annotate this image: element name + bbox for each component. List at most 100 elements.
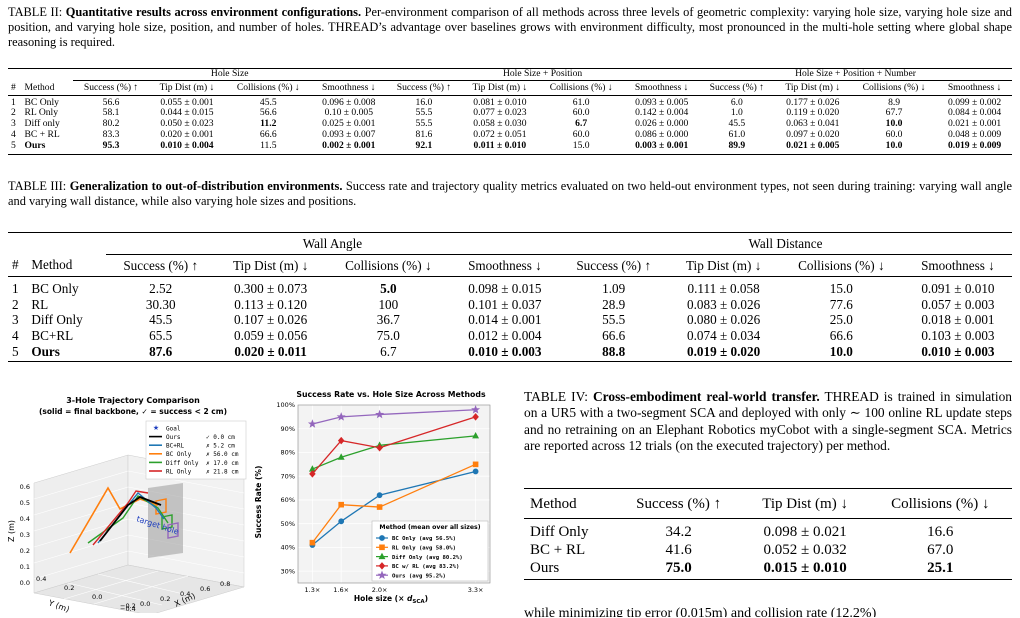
chart-y-tick: 40% — [281, 544, 295, 552]
table3-title: Generalization to out-of-distribution en… — [69, 179, 343, 193]
table2-cell: 8.9 — [888, 96, 901, 108]
table3-body: 1 BC Only 2.52 0.300 ± 0.073 5.0 0.098 ± 0.01… — [8, 277, 1012, 362]
table4-label: TABLE IV: — [524, 389, 588, 404]
table2-cell: 56.6 — [102, 96, 120, 108]
table2-col-header: Tip Dist (m) ↓ — [159, 81, 215, 93]
table3-cell: 0.091 ± 0.010 — [921, 281, 995, 297]
legend-label: RL Only — [166, 468, 192, 475]
table3-col-header: Collisions (%) ↓ — [798, 257, 885, 273]
legend-label: Ours — [166, 434, 181, 441]
table3-cell: 1 — [12, 281, 19, 297]
table2-cell: 0.019 ± 0.009 — [948, 139, 1002, 151]
legend-label: Goal — [166, 425, 181, 432]
table4-title: Cross-embodiment real-world transfer. — [593, 389, 820, 404]
x-tick: 0.4 — [180, 590, 190, 598]
table3-caption-body: Success rate and trajectory quality metr… — [8, 179, 1012, 209]
table3-label: TABLE III: — [8, 179, 67, 193]
table2-col-header: Success (%) ↑ — [396, 81, 452, 93]
chart-point — [472, 413, 479, 421]
table2-cell: 5 — [11, 139, 16, 151]
table2-cell: 0.084 ± 0.004 — [948, 107, 1002, 119]
table3-cell: 66.6 — [829, 327, 853, 343]
table3-cell: 0.012 ± 0.004 — [468, 327, 542, 343]
table2-cell: 55.5 — [415, 107, 433, 119]
table3-cell: 36.7 — [376, 312, 400, 328]
table2-cell: 0.026 ± 0.000 — [635, 118, 689, 130]
chart-point — [338, 518, 345, 525]
chart-point — [378, 562, 386, 570]
table2-group-hole-size: Hole Size — [73, 68, 387, 81]
table4-cell: 75.0 — [665, 560, 692, 576]
table3-cell: 0.083 ± 0.026 — [687, 296, 761, 312]
table2-cell: 15.0 — [572, 139, 590, 151]
table4-cell: 67.0 — [927, 542, 954, 558]
table3-group-wall-distance: Wall Distance — [558, 232, 1012, 255]
table2-cell: 10.0 — [885, 139, 903, 151]
table2: Hole Size Hole Size + Position Hole Size… — [8, 68, 1012, 155]
table4-cell: 34.2 — [665, 524, 692, 540]
table2-cell: BC + RL — [24, 128, 60, 140]
table2-cell: 66.6 — [259, 128, 277, 140]
table3-cell: 0.059 ± 0.056 — [234, 327, 308, 343]
traj-ours — [99, 495, 162, 542]
table2-row: 1 BC Only 56.6 0.055 ± 0.001 45.5 0.096 ± 0.0… — [8, 95, 1012, 108]
table2-cell: 3 — [11, 118, 16, 130]
table2-cell: 60.0 — [572, 107, 590, 119]
table2-cell: 0.044 ± 0.015 — [160, 107, 214, 119]
chart-x-tick: 2.0× — [372, 586, 388, 594]
table3-cell: 0.098 ± 0.015 — [468, 281, 542, 297]
z-tick: 0.4 — [20, 515, 30, 523]
table2-cell: 95.3 — [102, 139, 120, 151]
table2-cell: 0.119 ± 0.020 — [786, 107, 840, 119]
table3-cell: 3 — [12, 312, 19, 328]
table3-row: 3 Diff Only 45.5 0.107 ± 0.026 36.7 0.014 ± 0… — [8, 312, 1012, 328]
table3-cell: 5.0 — [380, 281, 397, 297]
table2-row: 3 Diff only 80.2 0.050 ± 0.023 11.2 0.025 ± 0… — [8, 118, 1012, 130]
table3-cell: 0.010 ± 0.003 — [468, 343, 542, 359]
table3-cell: RL — [31, 296, 49, 312]
chart-legend-entry: RL Only (avg 58.0%) — [392, 546, 456, 552]
table2-cell: 45.5 — [259, 96, 277, 108]
chart-plot-area: 30% 40% 50% 60% 70% 80% 90% 100% 1.3× 1.6× 2.0× 3.3… — [276, 401, 491, 594]
y-axis-label: Y (m) — [46, 598, 70, 613]
fig3d-legend: ★ Goal Ours ✓ 0.0 cm BC+RL ✗ 5.2 cm BC Only ✗ 5… — [145, 420, 247, 480]
table4-cell: Diff Only — [530, 524, 589, 540]
table2-header-row: # Method Success (%) ↑ Tip Dist (m) ↓ Collis… — [8, 80, 1012, 96]
table2-cell: 61.0 — [728, 128, 746, 140]
table3-cell: 6.7 — [380, 343, 397, 359]
table3-cell: Diff Only — [31, 312, 83, 328]
table3-cell: 55.5 — [602, 312, 626, 328]
chart-point — [337, 436, 345, 445]
table2-cell: 45.5 — [728, 118, 746, 130]
chart-legend-entry: Ours (avg 95.2%) — [392, 573, 446, 579]
table2-body: 1 BC Only 56.6 0.055 ± 0.001 45.5 0.096 ± 0.0… — [8, 95, 1012, 155]
chart-point — [471, 405, 481, 414]
table2-cell: 60.0 — [572, 128, 590, 140]
table2-cell: 0.177 ± 0.026 — [786, 96, 840, 108]
table2-cell: 0.072 ± 0.051 — [473, 128, 527, 140]
fig3d-legend-box — [145, 420, 247, 480]
table2-cell: 67.7 — [885, 107, 903, 119]
table2-col-header: Smoothness ↓ — [322, 81, 376, 93]
table4-cell: 25.1 — [927, 560, 954, 576]
table3-col-header: Smoothness ↓ — [468, 257, 542, 273]
table2-cell: 4 — [11, 128, 16, 140]
table2-cell: 0.099 ± 0.002 — [948, 96, 1002, 108]
table3-cell: 0.074 ± 0.034 — [687, 327, 761, 343]
table2-cell: BC Only — [24, 96, 59, 108]
z-tick: 0.5 — [20, 499, 30, 507]
chart-legend-title: Method (mean over all sizes) — [379, 524, 480, 531]
table2-row: 4 BC + RL 83.3 0.020 ± 0.001 66.6 0.093 ± 0.0… — [8, 128, 1012, 141]
table4-cell: 0.052 ± 0.032 — [763, 542, 847, 558]
floor-pane — [33, 564, 245, 616]
table3-cell: 10.0 — [829, 343, 853, 359]
table2-cell: 6.7 — [575, 118, 588, 130]
table2-col-header: Smoothness ↓ — [634, 81, 689, 93]
table3-col-header: Smoothness ↓ — [921, 257, 995, 273]
table2-cell: 1 — [11, 96, 16, 108]
table2-cell: 0.10 ± 0.005 — [324, 107, 374, 119]
table4-body: Diff Only 34.2 0.098 ± 0.021 16.6 BC + RL 41.… — [524, 519, 1012, 580]
chart-point — [375, 409, 385, 419]
hole-2 — [161, 514, 173, 530]
x-tick: 0.0 — [140, 600, 150, 608]
